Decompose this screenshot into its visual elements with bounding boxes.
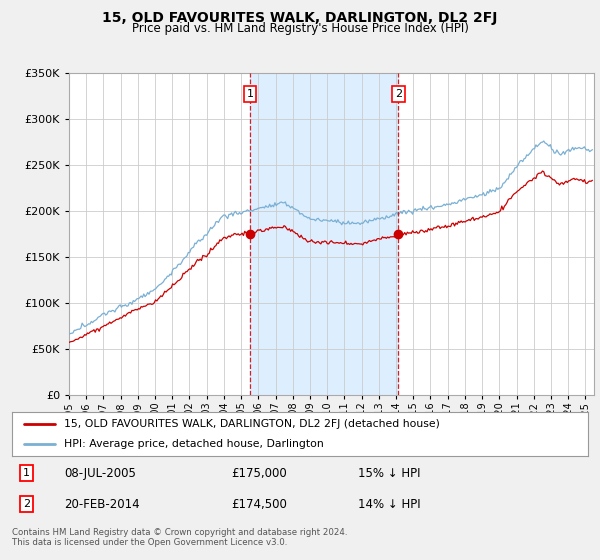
- Text: 20-FEB-2014: 20-FEB-2014: [64, 498, 139, 511]
- Text: 14% ↓ HPI: 14% ↓ HPI: [358, 498, 420, 511]
- Text: Contains HM Land Registry data © Crown copyright and database right 2024.
This d: Contains HM Land Registry data © Crown c…: [12, 528, 347, 547]
- Text: 15% ↓ HPI: 15% ↓ HPI: [358, 467, 420, 480]
- Text: 08-JUL-2005: 08-JUL-2005: [64, 467, 136, 480]
- Text: £174,500: £174,500: [231, 498, 287, 511]
- Text: £175,000: £175,000: [231, 467, 287, 480]
- Text: 15, OLD FAVOURITES WALK, DARLINGTON, DL2 2FJ (detached house): 15, OLD FAVOURITES WALK, DARLINGTON, DL2…: [64, 419, 440, 429]
- Text: HPI: Average price, detached house, Darlington: HPI: Average price, detached house, Darl…: [64, 439, 323, 449]
- Text: Price paid vs. HM Land Registry's House Price Index (HPI): Price paid vs. HM Land Registry's House …: [131, 22, 469, 35]
- Bar: [250, 73, 398, 395]
- Text: 1: 1: [23, 468, 30, 478]
- Text: 2: 2: [23, 500, 30, 509]
- Text: 15, OLD FAVOURITES WALK, DARLINGTON, DL2 2FJ: 15, OLD FAVOURITES WALK, DARLINGTON, DL2…: [103, 11, 497, 25]
- Text: 1: 1: [247, 89, 254, 99]
- Text: 2: 2: [395, 89, 402, 99]
